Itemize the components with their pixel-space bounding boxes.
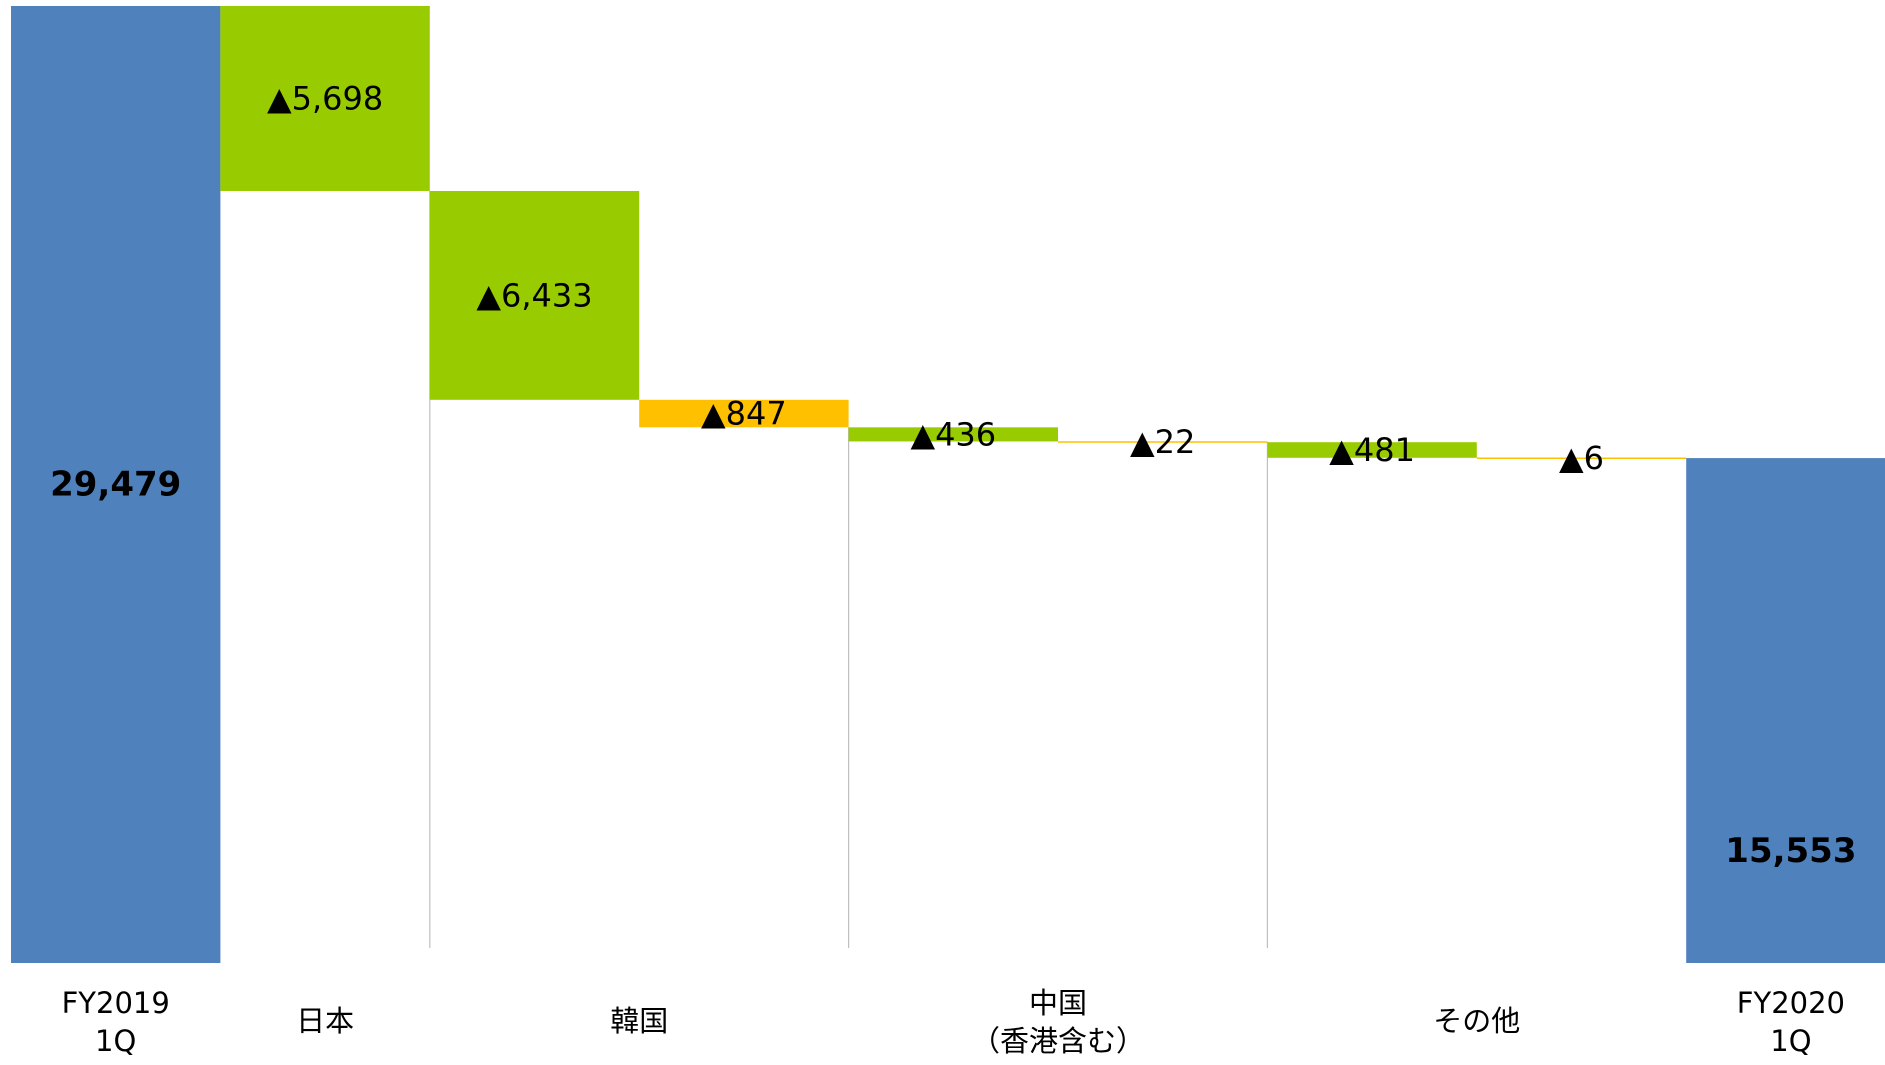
value-label-7: ▲6 — [1559, 439, 1604, 477]
category-label-0-line-1: 1Q — [95, 1024, 136, 1058]
bar-3 — [639, 399, 849, 428]
bar-1 — [220, 6, 430, 191]
category-label-3-line-0: 中国 — [1029, 986, 1087, 1020]
category-label-0-line-0: FY2019 — [62, 986, 170, 1020]
category-label-5-line-0: FY2020 — [1737, 986, 1845, 1020]
category-label-3-line-1: （香港含む） — [971, 1024, 1145, 1058]
bar-2 — [429, 190, 640, 400]
category-label-4-line-0: その他 — [1433, 1004, 1520, 1038]
bar-6 — [1267, 442, 1477, 458]
value-label-8: 15,553 — [1725, 831, 1856, 871]
value-label-5: ▲22 — [1130, 423, 1195, 461]
value-label-3: ▲847 — [701, 395, 787, 433]
bar-0 — [11, 6, 221, 963]
value-label-4: ▲436 — [910, 415, 996, 453]
category-label-5-line-1: 1Q — [1770, 1024, 1811, 1058]
category-label-2-line-0: 韓国 — [610, 1004, 668, 1038]
bar-8 — [1686, 458, 1885, 963]
value-label-0: 29,479 — [50, 465, 181, 505]
category-label-1-line-0: 日本 — [296, 1004, 354, 1038]
value-label-1: ▲5,698 — [267, 79, 383, 117]
value-label-6: ▲481 — [1329, 431, 1415, 469]
bar-4 — [848, 427, 1058, 442]
value-label-2: ▲6,433 — [476, 276, 592, 314]
